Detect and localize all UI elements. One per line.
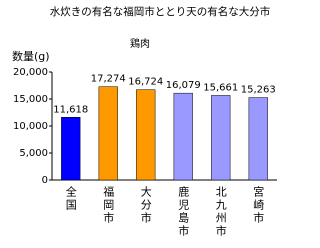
y-tick-label: 15,000 [13, 94, 48, 105]
value-label: 15,263 [241, 85, 276, 96]
value-label: 16,724 [128, 77, 163, 88]
y-axis-label: 数量(g) [12, 50, 50, 63]
bar [248, 97, 268, 181]
chart-subtitle: 鶏肉 [130, 37, 150, 50]
x-tick-label: 全国 [64, 185, 77, 212]
x-tick-label: 福岡市 [102, 185, 115, 225]
y-tick-label: 0 [42, 175, 48, 186]
value-label: 17,274 [91, 74, 126, 85]
x-tick-label: 鹿児島市 [177, 185, 190, 238]
bar [173, 92, 193, 181]
chart-title: 水炊きの有名な福岡市ととり天の有名な大分市 [50, 5, 271, 18]
chart: 水炊きの有名な福岡市ととり天の有名な大分市 鶏肉 数量(g) 0 5,000 10,… [12, 5, 277, 238]
y-tick-label: 10,000 [13, 121, 48, 132]
value-label: 11,618 [53, 104, 88, 115]
value-label: 16,079 [166, 80, 201, 91]
x-tick-label: 北九州市 [214, 186, 227, 238]
bar [61, 117, 81, 181]
bar [98, 86, 118, 181]
x-tick-label: 大分市 [139, 185, 152, 225]
bar [211, 95, 231, 181]
y-tick-label: 5,000 [19, 148, 48, 159]
value-label: 15,661 [203, 82, 238, 93]
x-tick-label: 宮崎市 [252, 185, 265, 225]
bar [136, 89, 156, 181]
y-tick-label: 20,000 [13, 67, 48, 78]
